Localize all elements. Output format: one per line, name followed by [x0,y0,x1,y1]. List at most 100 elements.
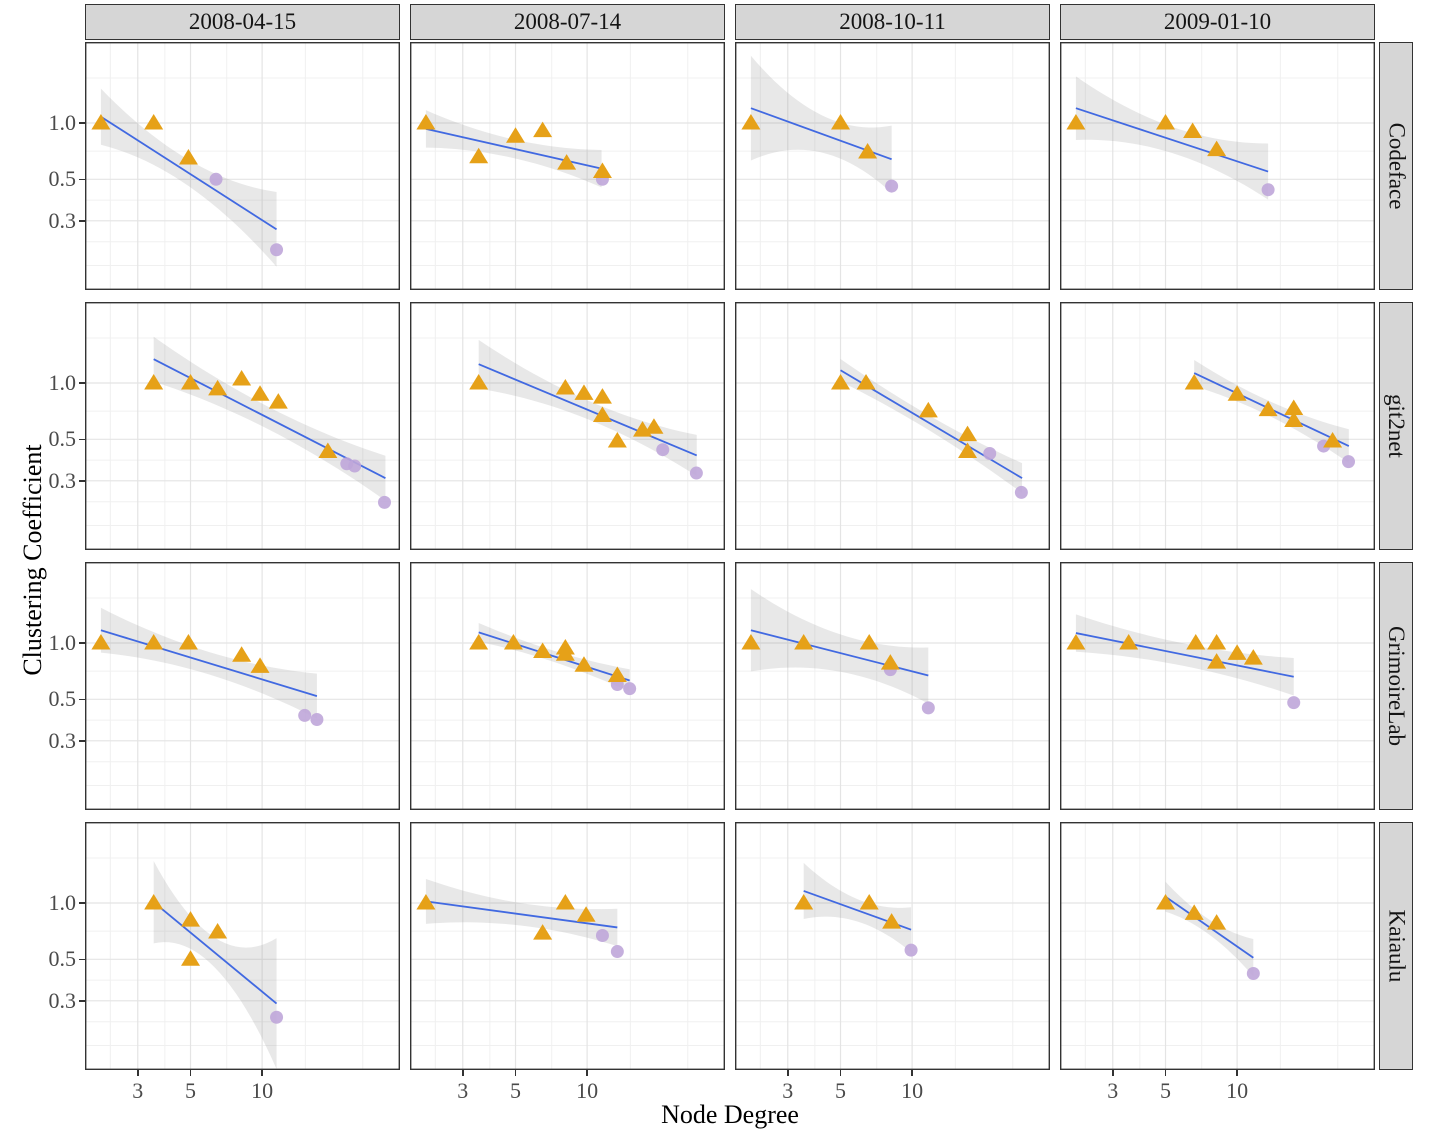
circle-marker [270,243,284,257]
triangle-marker [555,893,575,910]
row-strip-Kaiaulu: Kaiaulu [1379,822,1413,1070]
triangle-marker [250,385,270,401]
triangle-marker [1243,649,1263,665]
facet-panel-Codeface-2008-07-14 [410,42,725,290]
y-tick-label: 0.5 [48,426,77,452]
triangle-marker [178,633,198,650]
x-tick-mark [261,1070,263,1076]
circle-marker [623,682,637,696]
triangle-marker [91,633,111,650]
triangle-marker [533,642,553,659]
triangle-marker [607,431,627,448]
triangle-marker [416,893,436,910]
y-tick-mark [79,902,85,904]
triangle-marker [882,913,902,929]
triangle-marker [794,893,814,910]
y-tick-mark [79,958,85,961]
triangle-marker [1284,399,1304,416]
panel-border [410,822,725,1070]
x-axis-title: Node Degree [661,1100,799,1129]
triangle-marker [592,162,612,179]
triangle-marker [232,646,252,662]
triangle-marker [859,893,879,910]
triangle-marker [555,379,575,395]
circle-marker [1287,696,1301,710]
x-tick-label: 3 [457,1078,469,1103]
triangle-marker [557,154,577,170]
trend-line [425,900,618,929]
triangle-marker [1066,633,1086,650]
confidence-band [750,55,892,193]
panel-border [85,302,400,550]
facet-panel-Kaiaulu-2008-10-11 [735,822,1050,1070]
triangle-marker [416,113,436,130]
triangle-marker [574,384,594,400]
circle-marker [209,172,223,186]
triangle-marker [1184,904,1204,920]
triangle-marker [533,924,553,940]
y-tick-label: 0.3 [48,207,77,233]
y-tick-label: 0.3 [48,987,77,1013]
circle-marker [348,459,362,473]
trend-line [153,901,278,1005]
triangle-marker [533,121,553,138]
x-tick-mark [911,1070,913,1076]
triangle-marker [1227,644,1247,660]
triangle-marker [181,373,201,390]
x-tick-label: 10 [576,1078,599,1103]
y-tick-label: 0.5 [48,946,77,972]
trend-line [478,363,698,457]
facet-panel-Kaiaulu-2009-01-10 [1060,822,1375,1070]
triangle-marker [503,633,523,650]
triangle-marker [144,113,164,130]
column-strip-2008-04-15: 2008-04-15 [85,4,400,40]
facet-panel-Codeface-2008-10-11 [735,42,1050,290]
x-tick-mark [839,1070,842,1076]
triangle-marker [880,654,900,670]
panel-border [735,302,1050,550]
trend-line [100,115,278,231]
triangle-marker [1207,633,1227,650]
panel-border [1060,562,1375,810]
triangle-marker [576,906,596,922]
triangle-marker [469,633,489,650]
triangle-marker [1156,113,1176,130]
panel-border [735,42,1050,290]
facet-panel-git2net-2008-10-11 [735,302,1050,550]
row-strip-Codeface: Codeface [1379,42,1413,290]
circle-marker [983,446,997,460]
trend-line [1075,107,1269,173]
x-tick-label: 3 [1107,1078,1119,1103]
facet-panel-GrimoireLab-2009-01-10 [1060,562,1375,810]
triangle-marker [958,442,978,459]
triangle-marker [250,657,270,673]
triangle-marker [741,633,761,650]
y-tick-label: 1.0 [48,889,77,915]
panel-border [85,562,400,810]
circle-marker [1261,183,1275,197]
y-tick-mark [79,740,85,742]
triangle-marker [208,379,228,396]
x-tick-label: 5 [835,1078,847,1103]
x-tick-mark [1236,1070,1238,1076]
facet-panel-Kaiaulu-2008-04-15 [85,822,400,1070]
x-tick-mark [1164,1070,1167,1076]
confidence-band [100,88,277,267]
circle-marker [377,495,391,509]
x-tick-mark [189,1070,192,1076]
x-tick-mark [787,1070,789,1076]
triangle-marker [831,113,851,130]
y-tick-mark [79,480,85,482]
circle-marker [904,943,918,957]
x-tick-label: 3 [782,1078,794,1103]
triangle-marker [858,142,878,159]
circle-marker [310,712,324,726]
x-tick-label: 5 [1160,1078,1172,1103]
triangle-marker [555,645,575,661]
triangle-marker [232,370,252,386]
x-tick-label: 3 [132,1078,144,1103]
panel-border [735,562,1050,810]
triangle-marker [178,148,198,165]
triangle-marker [144,373,164,390]
